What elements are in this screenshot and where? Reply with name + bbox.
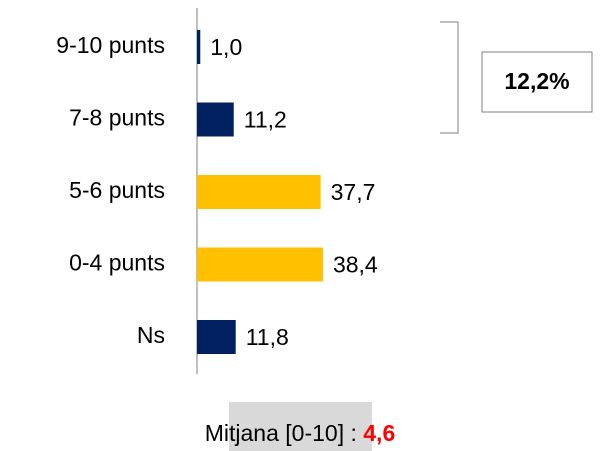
footer-value: 4,6 [363,420,395,446]
category-label: 5-6 punts [69,177,165,203]
value-label: 38,4 [333,252,378,278]
value-label: 11,2 [244,107,287,133]
value-label: 37,7 [331,179,376,205]
annotation: 12,2% [504,68,569,94]
bar [197,247,323,282]
bar [197,320,236,354]
bar [197,175,321,209]
bar [197,102,234,137]
category-label: 0-4 punts [69,250,165,276]
footer: Mitjana [0-10] : 4,6 [205,420,396,446]
bar [197,30,201,64]
category-label: Ns [137,322,165,348]
category-label: 9-10 punts [56,32,165,58]
footer-label: Mitjana [0-10] : [205,420,364,446]
annotation-box [481,51,593,113]
footer-box [229,402,372,451]
value-label: 11,8 [246,324,289,350]
bracket [440,21,459,134]
value-label: 1,0 [210,34,242,60]
category-label: 7-8 punts [69,105,165,131]
